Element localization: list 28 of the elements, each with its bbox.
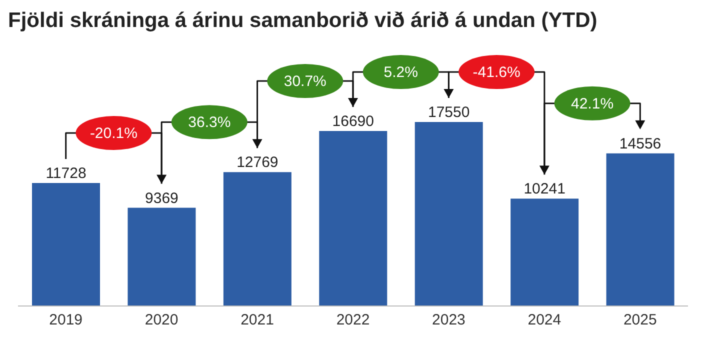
data-label: 12769 [236,154,278,172]
bar [223,172,292,306]
text: -41.6% [472,64,520,81]
x-tick-label: 2025 [623,312,657,329]
data-label: 10241 [524,180,566,198]
x-tick-label: 2021 [240,312,274,329]
data-label: 11728 [46,165,86,182]
bar [606,153,674,306]
data-label: 9369 [145,190,178,207]
text: 30.7% [284,73,326,90]
data-label: 16690 [332,113,374,130]
bar [414,122,483,306]
bar [319,131,388,306]
x-tick-label: 2023 [432,312,466,329]
text: 5.2% [384,64,418,81]
bar [510,198,579,306]
data-label: 17550 [428,104,470,121]
x-tick-label: 2024 [528,312,562,329]
annotation: 36.3% [188,114,231,132]
bar [32,183,100,306]
data-label: 14556 [619,135,662,152]
chart-title: Fjöldi skráninga á árinu samanborið við árið á undan (YTD) [8,8,598,34]
x-tick-label: 2022 [336,312,370,329]
annotation: -20.1% [90,125,138,142]
x-tick-label: 2020 [144,312,178,329]
x-tick-label: 2019 [49,312,83,329]
bar [128,208,196,306]
text: 42.1% [571,95,614,112]
